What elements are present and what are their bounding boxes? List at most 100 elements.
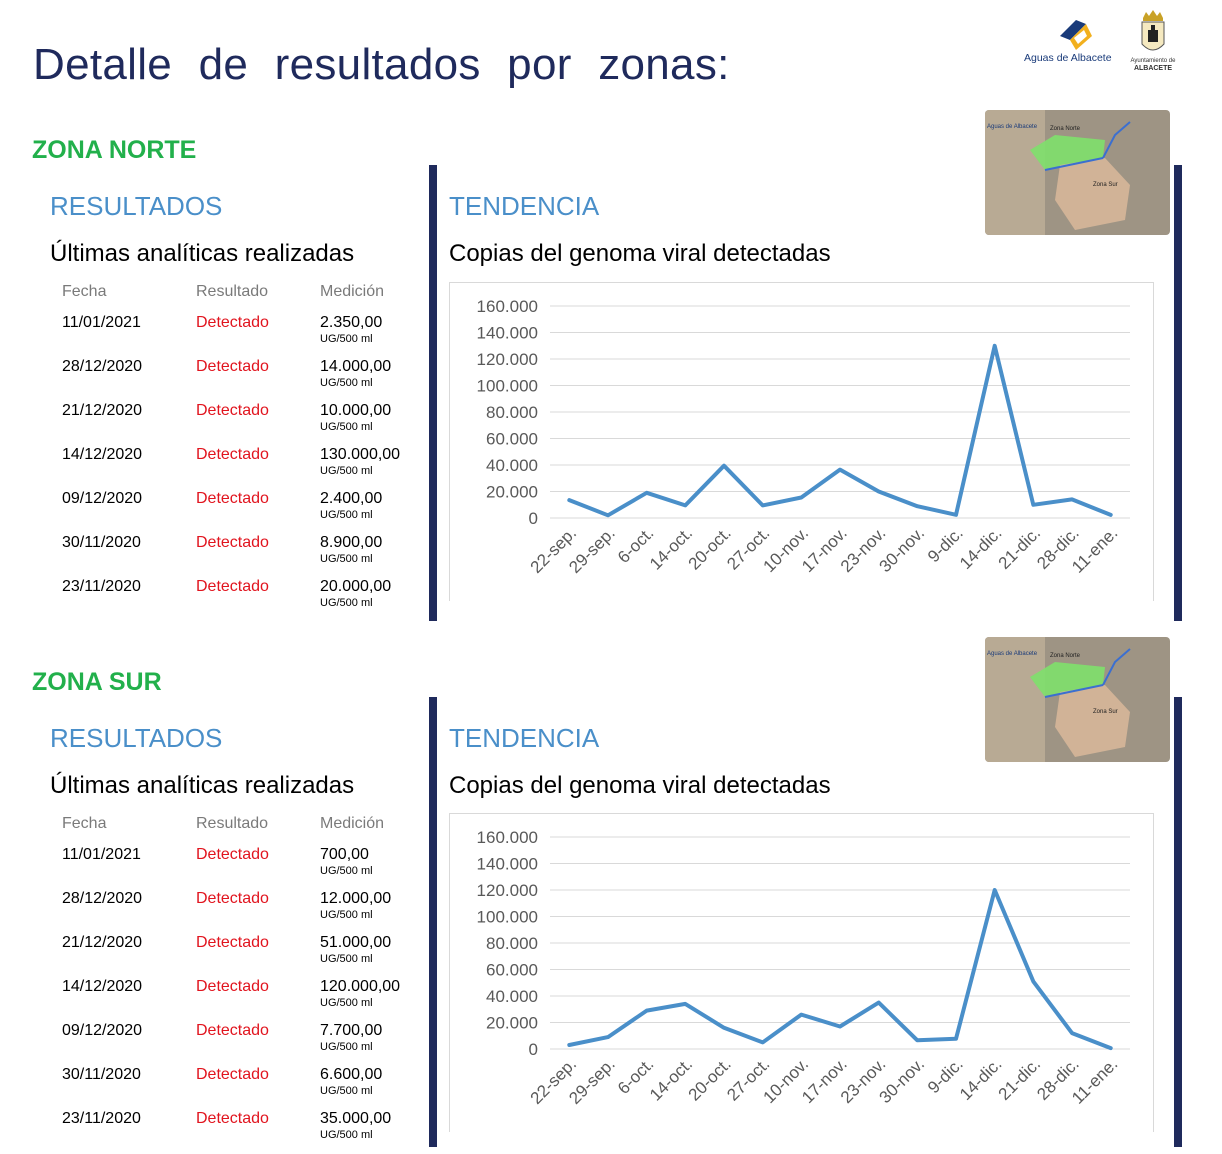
y-tick-label: 120.000 bbox=[477, 350, 538, 369]
result-date: 09/12/2020 bbox=[62, 1022, 143, 1039]
data-point bbox=[877, 490, 881, 493]
data-point bbox=[1109, 513, 1113, 517]
results-heading: RESULTADOS bbox=[50, 723, 223, 753]
data-point bbox=[838, 1024, 842, 1028]
y-tick-label: 100.000 bbox=[477, 908, 538, 927]
data-point bbox=[1031, 503, 1035, 507]
result-unit: UG/500 ml bbox=[320, 1129, 373, 1141]
result-date: 21/12/2020 bbox=[62, 934, 143, 951]
result-value: 2.400,00 bbox=[320, 490, 383, 507]
y-tick-label: 20.000 bbox=[486, 483, 538, 502]
data-point bbox=[761, 1040, 765, 1044]
result-unit: UG/500 ml bbox=[320, 421, 373, 433]
data-point bbox=[683, 503, 687, 507]
divider-left bbox=[429, 697, 437, 1147]
aguas-logo-text: Aguas de Albacete bbox=[1024, 52, 1112, 64]
result-unit: UG/500 ml bbox=[320, 953, 373, 965]
map-label-norte: Zona Norte bbox=[1050, 126, 1081, 132]
table-row: 11/01/2021 Detectado 700,00 UG/500 ml bbox=[0, 846, 420, 890]
result-unit: UG/500 ml bbox=[320, 553, 373, 565]
result-unit: UG/500 ml bbox=[320, 997, 373, 1009]
result-value: 7.700,00 bbox=[320, 1022, 383, 1039]
data-point bbox=[799, 1013, 803, 1017]
result-unit: UG/500 ml bbox=[320, 909, 373, 921]
y-tick-label: 100.000 bbox=[477, 377, 538, 396]
result-value: 130.000,00 bbox=[320, 446, 401, 463]
y-tick-label: 0 bbox=[529, 1040, 538, 1059]
aguas-logo-icon bbox=[1060, 20, 1092, 50]
trend-subtitle: Copias del genoma viral detectadas bbox=[449, 240, 831, 267]
ayuntamiento-albacete-logo: Ayuntamiento de ALBACETE bbox=[1128, 8, 1178, 74]
data-point bbox=[761, 503, 765, 507]
map-label-norte: Zona Norte bbox=[1050, 653, 1081, 659]
result-unit: UG/500 ml bbox=[320, 333, 373, 345]
ayto-logo-line1: Ayuntamiento de bbox=[1130, 58, 1176, 64]
result-value: 14.000,00 bbox=[320, 358, 392, 375]
result-date: 11/01/2021 bbox=[62, 314, 141, 331]
coat-of-arms-icon bbox=[1141, 10, 1165, 51]
result-status: Detectado bbox=[196, 934, 269, 951]
y-tick-label: 160.000 bbox=[477, 297, 538, 316]
data-point bbox=[877, 1001, 881, 1005]
x-tick-label: 20-oct. bbox=[685, 1054, 735, 1104]
page-title: Detalle de resultados por zonas: bbox=[33, 40, 730, 89]
table-row: 09/12/2020 Detectado 7.700,00 UG/500 ml bbox=[0, 1022, 420, 1066]
map-brand-label: Aguas de Albacete bbox=[987, 124, 1038, 130]
data-point bbox=[954, 1037, 958, 1041]
result-date: 28/12/2020 bbox=[62, 890, 143, 907]
column-header-fecha: Fecha bbox=[62, 815, 107, 832]
result-date: 30/11/2020 bbox=[62, 534, 141, 551]
results-heading: RESULTADOS bbox=[50, 191, 223, 221]
x-tick-label: 21-dic. bbox=[995, 1054, 1045, 1104]
result-value: 35.000,00 bbox=[320, 1110, 392, 1127]
data-point bbox=[915, 504, 919, 508]
table-row: 09/12/2020 Detectado 2.400,00 UG/500 ml bbox=[0, 490, 420, 534]
zone-title: ZONA SUR bbox=[32, 668, 162, 696]
table-row: 23/11/2020 Detectado 35.000,00 UG/500 ml bbox=[0, 1110, 420, 1154]
result-unit: UG/500 ml bbox=[320, 465, 373, 477]
zone-map-thumbnail: Aguas de Albacete Zona Norte Zona Sur bbox=[985, 110, 1170, 235]
result-value: 10.000,00 bbox=[320, 402, 392, 419]
y-tick-label: 80.000 bbox=[486, 934, 538, 953]
result-date: 23/11/2020 bbox=[62, 1110, 141, 1127]
divider-right bbox=[1174, 697, 1182, 1147]
data-point bbox=[645, 491, 649, 495]
result-value: 2.350,00 bbox=[320, 314, 383, 331]
x-tick-label: 14-dic. bbox=[956, 1054, 1006, 1104]
data-point bbox=[1031, 979, 1035, 983]
trend-chart: 0 20.000 40.000 60.000 80.000 100.000 120.000 1… bbox=[449, 282, 1154, 601]
data-point bbox=[567, 498, 571, 502]
y-tick-label: 80.000 bbox=[486, 403, 538, 422]
result-value: 6.600,00 bbox=[320, 1066, 383, 1083]
column-header-medicion: Medición bbox=[320, 283, 385, 300]
result-date: 28/12/2020 bbox=[62, 358, 143, 375]
data-point bbox=[915, 1038, 919, 1042]
result-unit: UG/500 ml bbox=[320, 377, 373, 389]
result-date: 21/12/2020 bbox=[62, 402, 143, 419]
trend-chart: 0 20.000 40.000 60.000 80.000 100.000 120.000 1… bbox=[449, 813, 1154, 1132]
y-tick-label: 140.000 bbox=[477, 324, 538, 343]
result-value: 8.900,00 bbox=[320, 534, 383, 551]
trend-subtitle: Copias del genoma viral detectadas bbox=[449, 772, 831, 799]
zone-map-image: Aguas de Albacete Zona Norte Zona Sur bbox=[985, 110, 1170, 235]
result-status: Detectado bbox=[196, 314, 269, 331]
table-row: 28/12/2020 Detectado 14.000,00 UG/500 ml bbox=[0, 358, 420, 402]
aguas-de-albacete-logo: Aguas de Albacete bbox=[1024, 14, 1116, 66]
trend-heading: TENDENCIA bbox=[449, 723, 600, 753]
result-date: 11/01/2021 bbox=[62, 846, 141, 863]
map-brand-label: Aguas de Albacete bbox=[987, 651, 1038, 657]
result-status: Detectado bbox=[196, 578, 269, 595]
divider-left bbox=[429, 165, 437, 621]
result-unit: UG/500 ml bbox=[320, 865, 373, 877]
result-status: Detectado bbox=[196, 1022, 269, 1039]
result-date: 30/11/2020 bbox=[62, 1066, 141, 1083]
result-unit: UG/500 ml bbox=[320, 1085, 373, 1097]
data-point bbox=[606, 513, 610, 517]
result-status: Detectado bbox=[196, 978, 269, 995]
map-label-sur: Zona Sur bbox=[1093, 182, 1118, 188]
table-row: 11/01/2021 Detectado 2.350,00 UG/500 ml bbox=[0, 314, 420, 358]
column-header-fecha: Fecha bbox=[62, 283, 107, 300]
zone-norte-section: ZONA NORTE RESULTADOS Últimas analíticas… bbox=[0, 0, 1222, 621]
zone-sur-section: ZONA SUR RESULTADOS Últimas analíticas r… bbox=[0, 532, 1222, 1147]
table-row: 14/12/2020 Detectado 130.000,00 UG/500 ml bbox=[0, 446, 420, 490]
